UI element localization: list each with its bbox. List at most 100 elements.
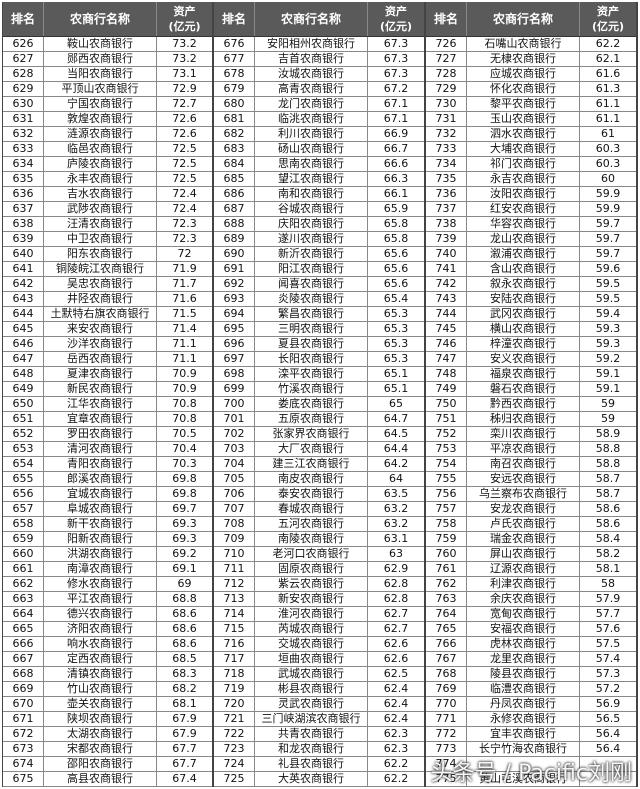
cell: 平江农商银行 [44, 592, 157, 606]
table-row: 738 华容农商银行 59.7 [426, 217, 636, 232]
table-row: 673 宋都农商银行 67.7 [3, 742, 212, 757]
cell: 62.1 [595, 52, 621, 65]
table-row: 747 安义农商银行 59.2 [426, 352, 636, 367]
table-row: 627 郧西农商银行 73.2 [3, 52, 212, 67]
table-row: 645 来安农商银行 71.4 [3, 322, 212, 337]
cell: 634 [3, 157, 44, 171]
header-line: 资产 [385, 5, 407, 18]
header-line: 资产 [597, 5, 619, 18]
cell: 繁昌农商银行 [255, 307, 368, 321]
cell: 淮河农商银行 [255, 607, 368, 621]
table-row: 734 祁门农商银行 60.3 [426, 157, 636, 172]
cell: 64.7 [383, 412, 409, 425]
cell: 67.9 [172, 712, 197, 725]
table-row: 681 临洮农商银行 67.1 [214, 112, 424, 127]
cell: 土默特右旗农商银行 [44, 307, 157, 321]
cell: 631 [3, 112, 44, 126]
cell: 741 [426, 262, 467, 276]
cell: 645 [3, 322, 44, 336]
cell: 643 [3, 292, 44, 306]
table-row: 675 高县农商银行 67.4 [3, 772, 212, 787]
cell: 溆浦农商银行 [467, 247, 580, 261]
cell: 705 [214, 472, 255, 486]
header-cell: 资产 (亿元) [368, 2, 424, 36]
cell: 71.5 [172, 307, 197, 320]
table-row: 686 南和农商银行 66.1 [214, 187, 424, 202]
cell: 59.5 [595, 292, 621, 305]
cell: 690 [214, 247, 255, 261]
cell: 福泉农商银行 [467, 367, 580, 381]
table-row: 720 灵武农商银行 62.4 [214, 697, 424, 712]
cell: 687 [214, 202, 255, 216]
cell: 鞍山农商银行 [44, 37, 157, 51]
cell: 694 [214, 307, 255, 321]
cell: 658 [3, 517, 44, 531]
table-row: 757 安龙农商银行 58.6 [426, 502, 636, 517]
cell: 阳江农商银行 [255, 262, 368, 276]
cell: 横山农商银行 [467, 322, 580, 336]
cell: 武冈农商银行 [467, 307, 580, 321]
table-row: 759 瑞金农商银行 58.4 [426, 532, 636, 547]
cell: 武城农商银行 [255, 667, 368, 681]
header-cell: 排名 [426, 2, 467, 36]
cell: 叙永农商银行 [467, 277, 580, 291]
cell: 阳东农商银行 [44, 247, 157, 261]
cell: 706 [214, 487, 255, 501]
cell: 64.4 [383, 442, 409, 455]
cell: 遂川农商银行 [255, 232, 368, 246]
cell: 768 [426, 667, 467, 681]
cell: 642 [3, 277, 44, 291]
cell: 59.7 [595, 232, 621, 245]
cell: 62.4 [383, 712, 409, 725]
table-row: 717 垣曲农商银行 62.6 [214, 652, 424, 667]
cell: 大厂农商银行 [255, 442, 368, 456]
table-row: 656 宜城农商银行 69.8 [3, 487, 212, 502]
cell: 62.4 [383, 697, 409, 710]
table-row: 742 叙永农商银行 59.5 [426, 277, 636, 292]
cell: 749 [426, 382, 467, 396]
table-row: 713 新安农商银行 62.8 [214, 592, 424, 607]
cell: 740 [426, 247, 467, 261]
table-row: 754 南召农商银行 58.8 [426, 457, 636, 472]
cell: 738 [426, 217, 467, 231]
cell: 67.2 [383, 82, 409, 95]
table-row: 677 吉首农商银行 67.3 [214, 52, 424, 67]
table-row: 772 宜丰农商银行 56.4 [426, 727, 636, 742]
cell: 62.7 [383, 607, 409, 620]
cell: 72.3 [172, 232, 197, 245]
table-row: 679 高青农商银行 67.2 [214, 82, 424, 97]
cell: 62.3 [383, 727, 409, 740]
cell: 775 [426, 772, 467, 786]
table-row: 741 含山农商银行 59.6 [426, 262, 636, 277]
cell: 61.3 [595, 82, 621, 95]
cell: 芮城农商银行 [255, 622, 368, 636]
table-row: 758 卢氏农商银行 58.6 [426, 517, 636, 532]
cell: 695 [214, 322, 255, 336]
cell: 57.9 [595, 592, 621, 605]
cell: 639 [3, 232, 44, 246]
cell: 龙里农商银行 [467, 652, 580, 666]
cell: 新干农商银行 [44, 517, 157, 531]
cell: 758 [426, 517, 467, 531]
cell: 72.6 [172, 127, 197, 140]
table-row: 748 福泉农商银行 59.1 [426, 367, 636, 382]
cell: 张家界农商银行 [255, 427, 368, 441]
cell: 59.1 [595, 367, 621, 380]
header-line: (亿元) [591, 20, 625, 33]
cell: 庆阳农商银行 [255, 217, 368, 231]
cell: 710 [214, 547, 255, 561]
cell: 71.1 [172, 337, 197, 350]
table-row: 640 阳东农商银行 72 [3, 247, 212, 262]
cell: 汝阳农商银行 [467, 187, 580, 201]
cell: 675 [3, 772, 44, 786]
table-row: 760 屏山农商银行 58.2 [426, 547, 636, 562]
cell: 66.9 [383, 127, 409, 140]
cell: 62.8 [383, 592, 409, 605]
cell: 彬县农商银行 [255, 682, 368, 696]
cell: 717 [214, 652, 255, 666]
cell: 714 [214, 607, 255, 621]
cell: 62.5 [383, 667, 409, 680]
cell: 竹溪农商银行 [255, 382, 368, 396]
cell: 754 [426, 457, 467, 471]
cell: 664 [3, 607, 44, 621]
